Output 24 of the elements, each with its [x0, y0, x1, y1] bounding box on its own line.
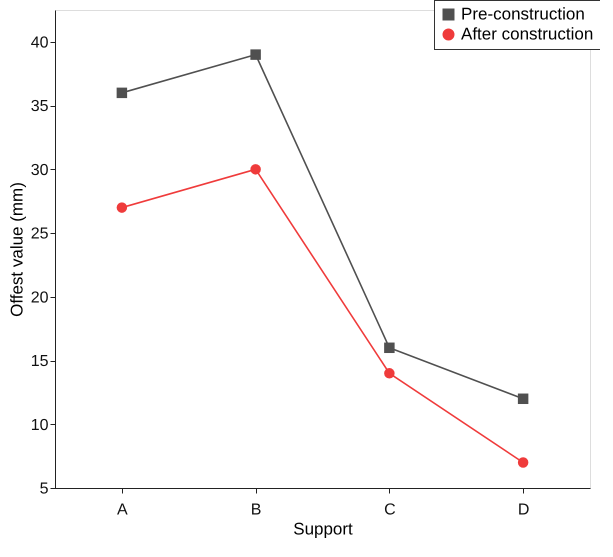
x-tick-label: A [117, 502, 128, 518]
legend-label: After construction [461, 24, 594, 44]
x-axis-title: Support [293, 520, 354, 538]
point [116, 202, 128, 213]
point [518, 457, 528, 468]
y-tick-label: 40 [30, 34, 49, 52]
x-tick-label: B [250, 502, 262, 518]
legend-label: Pre-construction [461, 4, 585, 24]
y-tick-label: 20 [30, 289, 49, 306]
x-tick-label: D [518, 502, 530, 518]
y-tick-label: 25 [30, 226, 49, 243]
point [518, 394, 528, 404]
y-tick-label: 15 [30, 353, 49, 370]
point [116, 88, 128, 98]
point [250, 49, 261, 60]
y-tick-label: 10 [30, 416, 49, 434]
x-tick-label: C [384, 502, 396, 518]
y-tick-label: 5 [40, 480, 49, 498]
y-axis-title: Offest value (mm) [8, 182, 27, 317]
point [384, 368, 395, 379]
point [384, 342, 395, 354]
point [250, 164, 261, 175]
y-tick-label: 30 [30, 162, 49, 179]
y-tick-label: 35 [30, 98, 49, 116]
